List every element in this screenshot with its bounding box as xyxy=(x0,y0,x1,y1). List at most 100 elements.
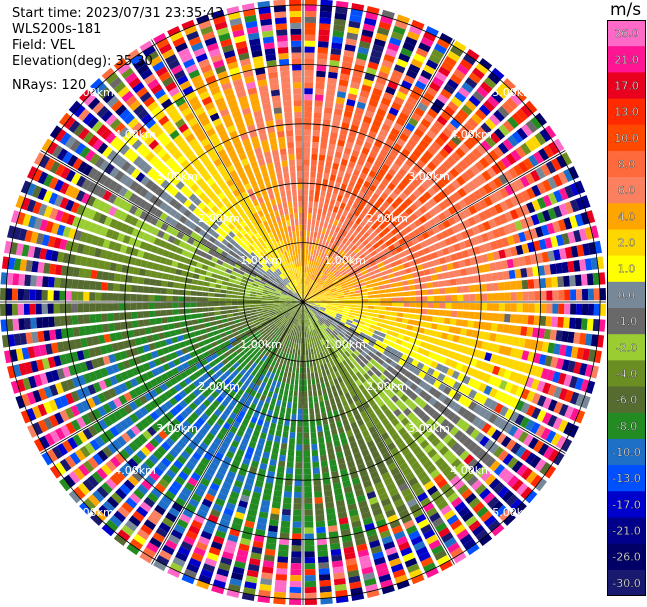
velocity-gate xyxy=(480,361,490,372)
velocity-gate xyxy=(304,290,306,297)
velocity-gate xyxy=(486,342,495,352)
velocity-gate xyxy=(542,209,552,222)
velocity-gate xyxy=(475,235,484,244)
velocity-gate xyxy=(160,295,167,302)
velocity-gate xyxy=(291,372,296,379)
velocity-gate xyxy=(297,426,303,433)
velocity-gate xyxy=(326,307,332,310)
velocity-gate xyxy=(207,302,214,307)
velocity-gate xyxy=(468,95,481,107)
velocity-gate xyxy=(311,449,319,457)
velocity-gate xyxy=(131,311,138,319)
velocity-gate xyxy=(289,586,302,594)
velocity-gate xyxy=(155,317,162,325)
velocity-gate xyxy=(420,69,433,80)
velocity-gate xyxy=(356,52,368,61)
velocity-gate xyxy=(309,414,315,421)
velocity-gate xyxy=(372,333,379,340)
velocity-gate xyxy=(442,348,450,357)
velocity-gate xyxy=(307,343,311,350)
velocity-gate xyxy=(374,298,381,302)
velocity-gate xyxy=(300,325,302,332)
velocity-gate xyxy=(324,310,331,314)
velocity-gate xyxy=(498,249,507,259)
velocity-gate xyxy=(403,335,411,342)
velocity-gate xyxy=(423,268,431,276)
velocity-gate xyxy=(316,64,327,72)
velocity-gate xyxy=(558,187,569,201)
velocity-gate xyxy=(404,36,418,47)
velocity-gate xyxy=(318,271,323,277)
velocity-gate xyxy=(314,296,321,299)
velocity-gate xyxy=(349,207,356,215)
velocity-gate xyxy=(312,213,317,220)
velocity-gate xyxy=(450,253,458,262)
velocity-gate xyxy=(404,173,414,183)
velocity-gate xyxy=(475,340,483,349)
velocity-gate xyxy=(488,193,499,204)
velocity-gate xyxy=(347,317,354,321)
velocity-gate xyxy=(160,310,167,316)
velocity-gate xyxy=(136,294,143,301)
velocity-gate xyxy=(529,135,542,149)
velocity-gate xyxy=(382,275,389,280)
velocity-gate xyxy=(442,127,453,138)
velocity-gate xyxy=(385,293,392,298)
velocity-gate xyxy=(411,345,420,352)
velocity-gate xyxy=(295,343,299,350)
velocity-gate xyxy=(375,246,383,253)
velocity-gate xyxy=(362,239,369,246)
velocity-gate xyxy=(511,131,524,144)
velocity-gate xyxy=(332,298,339,301)
velocity-gate xyxy=(510,93,523,106)
velocity-gate xyxy=(390,336,398,343)
velocity-gate xyxy=(446,183,457,193)
velocity-gate xyxy=(304,325,306,332)
velocity-gate xyxy=(315,520,326,528)
velocity-gate xyxy=(395,276,402,282)
velocity-gate xyxy=(412,164,422,174)
velocity-gate xyxy=(280,526,290,534)
velocity-gate xyxy=(367,287,374,292)
velocity-gate xyxy=(174,275,181,282)
velocity-gate xyxy=(331,168,338,176)
velocity-gate xyxy=(423,165,433,176)
velocity-gate xyxy=(304,533,314,540)
velocity-gate xyxy=(114,273,121,282)
velocity-gate xyxy=(309,279,313,286)
velocity-gate xyxy=(166,302,173,309)
velocity-gate xyxy=(406,273,414,280)
velocity-gate xyxy=(282,503,292,510)
velocity-gate xyxy=(341,61,353,70)
velocity-gate xyxy=(438,164,448,174)
velocity-gate xyxy=(192,273,200,280)
velocity-gate xyxy=(308,349,311,356)
velocity-gate xyxy=(255,297,262,300)
velocity-gate xyxy=(318,35,330,42)
velocity-gate xyxy=(261,305,268,309)
velocity-gate xyxy=(530,214,540,226)
velocity-gate xyxy=(276,424,283,431)
velocity-gate xyxy=(402,127,412,137)
velocity-gate xyxy=(362,115,373,125)
velocity-gate xyxy=(447,139,458,150)
velocity-gate xyxy=(298,397,303,403)
velocity-gate xyxy=(226,309,233,314)
velocity-gate xyxy=(335,213,342,221)
velocity-gate xyxy=(351,75,362,84)
velocity-gate xyxy=(304,0,317,6)
velocity-gate xyxy=(547,414,558,428)
velocity-gate xyxy=(299,379,303,386)
velocity-gate xyxy=(284,485,293,492)
velocity-gate xyxy=(542,382,552,395)
velocity-gate xyxy=(575,274,582,286)
velocity-gate xyxy=(503,369,512,380)
velocity-gate xyxy=(328,71,338,79)
velocity-gate xyxy=(440,175,450,186)
velocity-gate xyxy=(414,258,422,265)
velocity-gate xyxy=(366,284,373,288)
velocity-gate xyxy=(303,195,308,202)
velocity-gate xyxy=(314,225,319,233)
velocity-gate xyxy=(470,164,480,176)
velocity-gate xyxy=(332,302,339,304)
